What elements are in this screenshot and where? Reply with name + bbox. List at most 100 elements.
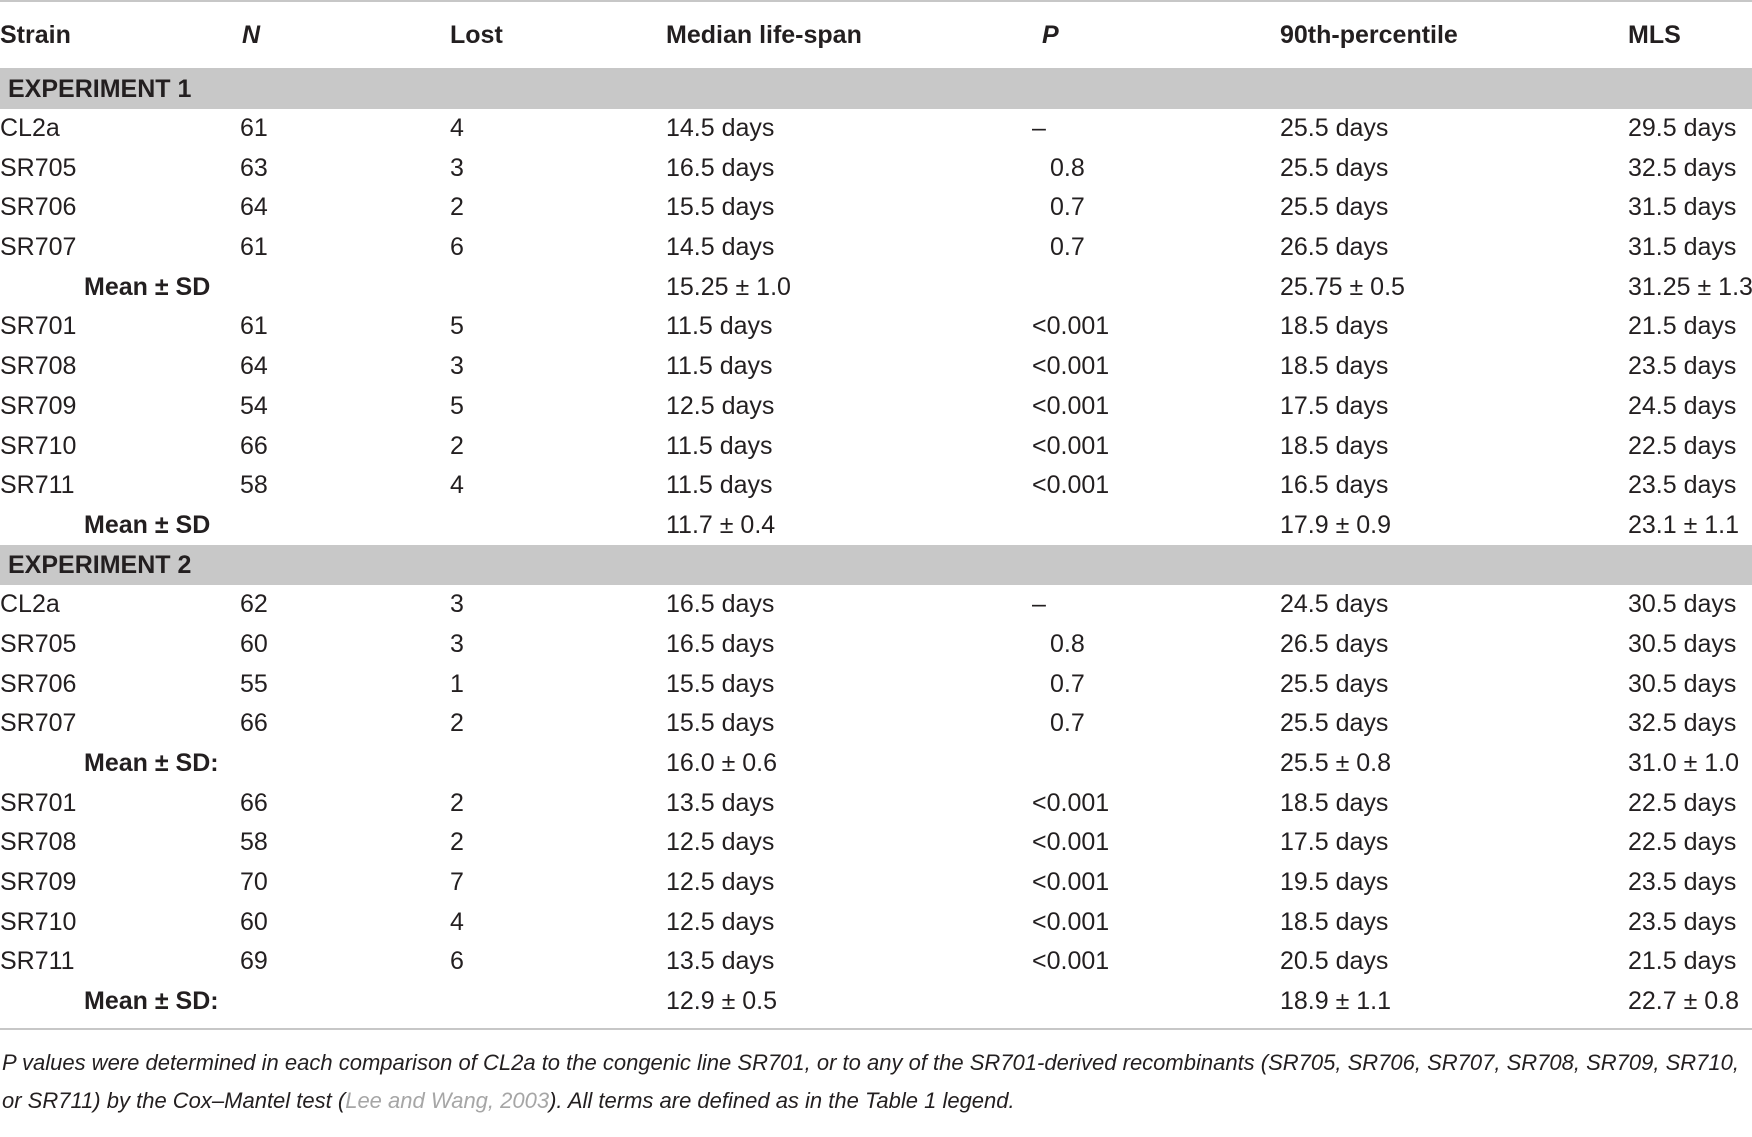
- cell-p90: 18.5 days: [1280, 431, 1389, 460]
- cell-n: 60: [240, 907, 268, 936]
- cell-n: 69: [240, 947, 268, 976]
- cell-n: 58: [240, 471, 268, 500]
- table-row: SR701 66 2 13.5 days <0.001 18.5 days 22.5 day…: [0, 783, 1752, 823]
- cell-p90: 26.5 days: [1280, 629, 1389, 658]
- mean-median: 11.7 ± 0.4: [666, 510, 776, 539]
- cell-n: 62: [240, 590, 268, 619]
- cell-median: 15.5 days: [666, 709, 775, 738]
- table-row: SR710 66 2 11.5 days <0.001 18.5 days 22.5 day…: [0, 426, 1752, 466]
- cell-strain: SR710: [0, 907, 77, 936]
- cell-p: –: [1032, 114, 1046, 143]
- table-row: SR705 60 3 16.5 days 0.8 26.5 days 30.5 days: [0, 625, 1752, 665]
- cell-p: <0.001: [1032, 947, 1110, 976]
- mean-p-empty: [1032, 267, 1280, 307]
- cell-p90: 18.5 days: [1280, 312, 1389, 341]
- cell-n: 64: [240, 352, 268, 381]
- cell-mls: 23.5 days: [1628, 868, 1737, 897]
- cell-n: 63: [240, 153, 268, 182]
- cell-lost: 4: [450, 471, 464, 500]
- cell-median: 16.5 days: [666, 153, 775, 182]
- mean-sd-row: Mean ± SD 15.25 ± 1.0 25.75 ± 0.5 31.25 ± 1…: [0, 267, 1752, 307]
- cell-strain: CL2a: [0, 590, 60, 619]
- cell-mls: 23.5 days: [1628, 352, 1737, 381]
- cell-p90: 25.5 days: [1280, 193, 1389, 222]
- cell-n: 66: [240, 788, 268, 817]
- header-90th-percentile: 90th-percentile: [1280, 20, 1458, 49]
- footnote-reference-link[interactable]: Lee and Wang, 2003: [345, 1087, 550, 1113]
- cell-lost: 1: [450, 669, 464, 698]
- cell-median: 13.5 days: [666, 947, 775, 976]
- cell-mls: 29.5 days: [1628, 114, 1737, 143]
- section-header-row: EXPERIMENT 2: [0, 545, 1752, 585]
- cell-median: 15.5 days: [666, 193, 775, 222]
- cell-median: 12.5 days: [666, 391, 775, 420]
- table-row: SR710 60 4 12.5 days <0.001 18.5 days 23.5 day…: [0, 902, 1752, 942]
- mean-p90: 25.75 ± 0.5: [1280, 272, 1405, 301]
- cell-median: 12.5 days: [666, 828, 775, 857]
- header-p: P: [1042, 20, 1059, 49]
- cell-median: 11.5 days: [666, 471, 773, 500]
- table-row: SR707 61 6 14.5 days 0.7 26.5 days 31.5 days: [0, 228, 1752, 268]
- cell-median: 12.5 days: [666, 868, 775, 897]
- cell-p90: 17.5 days: [1280, 391, 1389, 420]
- cell-strain: SR711: [0, 471, 75, 500]
- cell-median: 16.5 days: [666, 590, 775, 619]
- mean-p90: 17.9 ± 0.9: [1280, 510, 1392, 539]
- cell-lost: 3: [450, 629, 464, 658]
- cell-median: 11.5 days: [666, 431, 773, 460]
- cell-median: 11.5 days: [666, 312, 773, 341]
- cell-lost: 4: [450, 114, 464, 143]
- cell-n: 60: [240, 629, 268, 658]
- cell-p90: 26.5 days: [1280, 233, 1389, 262]
- mean-median: 12.9 ± 0.5: [666, 987, 778, 1016]
- cell-strain: SR708: [0, 352, 77, 381]
- cell-p90: 16.5 days: [1280, 471, 1389, 500]
- mean-p-empty: [1032, 506, 1280, 546]
- cell-strain: SR701: [0, 788, 77, 817]
- cell-p90: 25.5 days: [1280, 153, 1389, 182]
- cell-strain: SR706: [0, 193, 77, 222]
- cell-n: 70: [240, 868, 268, 897]
- cell-strain: SR707: [0, 233, 77, 262]
- cell-mls: 23.5 days: [1628, 907, 1737, 936]
- table-row: SR705 63 3 16.5 days 0.8 25.5 days 32.5 days: [0, 148, 1752, 188]
- cell-n: 61: [240, 233, 268, 262]
- cell-p90: 25.5 days: [1280, 114, 1389, 143]
- cell-strain: SR706: [0, 669, 77, 698]
- cell-strain: SR711: [0, 947, 75, 976]
- mean-sd-label: Mean ± SD:: [84, 987, 219, 1016]
- mean-sd-row: Mean ± SD: 16.0 ± 0.6 25.5 ± 0.8 31.0 ± 1.0: [0, 744, 1752, 784]
- cell-p90: 20.5 days: [1280, 947, 1389, 976]
- cell-strain: SR705: [0, 629, 77, 658]
- cell-p: <0.001: [1032, 471, 1110, 500]
- cell-strain: SR709: [0, 391, 77, 420]
- section-title: EXPERIMENT 2: [8, 550, 192, 579]
- cell-p: 0.7: [1050, 669, 1085, 698]
- footnote-text-before: P values were determined in each compari…: [2, 1049, 1739, 1113]
- table-row: SR706 64 2 15.5 days 0.7 25.5 days 31.5 days: [0, 188, 1752, 228]
- cell-p90: 18.5 days: [1280, 907, 1389, 936]
- cell-mls: 32.5 days: [1628, 709, 1737, 738]
- cell-p: <0.001: [1032, 868, 1110, 897]
- cell-p90: 19.5 days: [1280, 868, 1389, 897]
- table-row: SR706 55 1 15.5 days 0.7 25.5 days 30.5 days: [0, 664, 1752, 704]
- cell-p: <0.001: [1032, 907, 1110, 936]
- cell-lost: 4: [450, 907, 464, 936]
- mean-median: 16.0 ± 0.6: [666, 749, 778, 778]
- cell-lost: 3: [450, 153, 464, 182]
- cell-lost: 3: [450, 590, 464, 619]
- cell-mls: 24.5 days: [1628, 391, 1737, 420]
- cell-p: 0.7: [1050, 233, 1085, 262]
- header-strain: Strain: [0, 20, 71, 49]
- mean-sd-label: Mean ± SD: [84, 510, 211, 539]
- cell-median: 16.5 days: [666, 629, 775, 658]
- cell-strain: SR710: [0, 431, 77, 460]
- cell-n: 64: [240, 193, 268, 222]
- cell-lost: 5: [450, 312, 464, 341]
- cell-mls: 32.5 days: [1628, 153, 1737, 182]
- cell-mls: 31.5 days: [1628, 233, 1737, 262]
- footnote-text-after: ). All terms are defined as in the Table…: [549, 1087, 1015, 1113]
- cell-p: –: [1032, 590, 1046, 619]
- cell-lost: 6: [450, 947, 464, 976]
- lifespan-table: Strain N Lost Median life-span P 90th-pe…: [0, 1, 1752, 1016]
